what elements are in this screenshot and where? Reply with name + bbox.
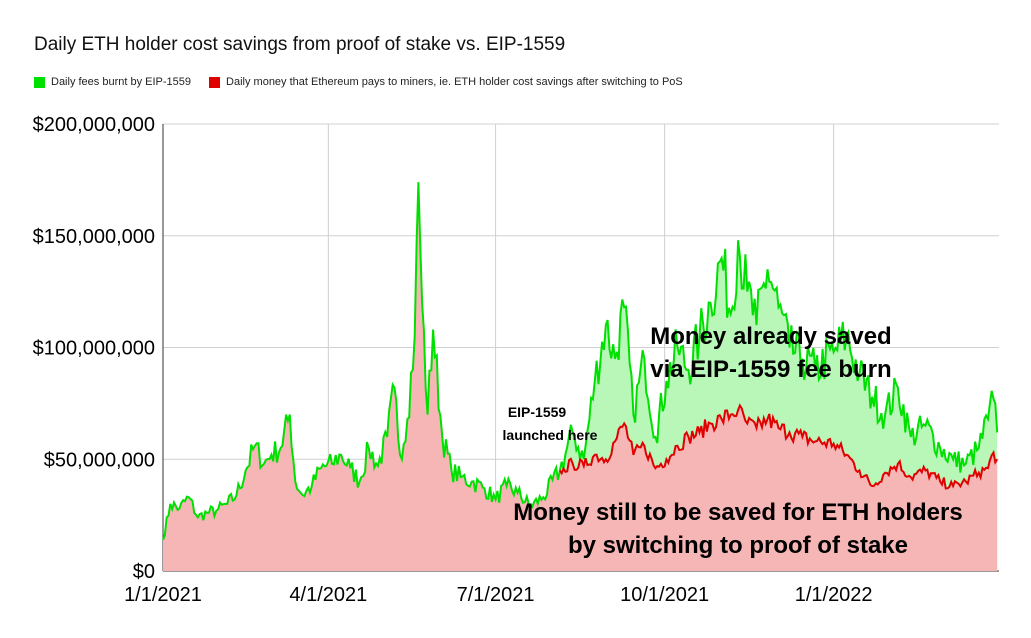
y-tick-label: $50,000,000 bbox=[44, 449, 155, 471]
y-tick-label: $0 bbox=[133, 561, 155, 583]
y-tick-label: $200,000,000 bbox=[33, 114, 155, 136]
x-tick-label: 1/1/2022 bbox=[795, 584, 873, 606]
x-tick-label: 4/1/2021 bbox=[289, 584, 367, 606]
annotation-still-to-save: Money still to be saved for ETH holders bbox=[513, 499, 962, 526]
legend: Daily fees burnt by EIP-1559 Daily money… bbox=[34, 76, 693, 88]
x-tick-label: 1/1/2021 bbox=[124, 584, 202, 606]
legend-swatch-red bbox=[209, 76, 221, 88]
chart-title: Daily ETH holder cost savings from proof… bbox=[34, 34, 566, 55]
x-tick-label: 10/1/2021 bbox=[620, 584, 709, 606]
miner-pay-line bbox=[559, 403, 999, 490]
legend-swatch-green bbox=[34, 76, 45, 88]
y-tick-label: $150,000,000 bbox=[33, 226, 155, 248]
annotation-already-saved: via EIP-1559 fee burn bbox=[650, 356, 891, 383]
legend-item-fees-burnt: Daily fees burnt by EIP-1559 bbox=[34, 76, 191, 88]
miner-pay-area bbox=[163, 182, 998, 571]
x-tick-label: 7/1/2021 bbox=[457, 584, 535, 606]
legend-label-fees-burnt: Daily fees burnt by EIP-1559 bbox=[51, 76, 192, 88]
annotation-eip-launch: launched here bbox=[503, 427, 598, 443]
legend-label-miner-pay: Daily money that Ethereum pays to miners… bbox=[226, 76, 683, 88]
annotation-already-saved: Money already saved bbox=[650, 323, 891, 350]
y-tick-label: $100,000,000 bbox=[33, 338, 155, 360]
annotation-still-to-save: by switching to proof of stake bbox=[568, 532, 908, 559]
annotation-eip-launch: EIP-1559 bbox=[508, 404, 567, 420]
legend-item-miner-pay: Daily money that Ethereum pays to miners… bbox=[209, 76, 683, 88]
